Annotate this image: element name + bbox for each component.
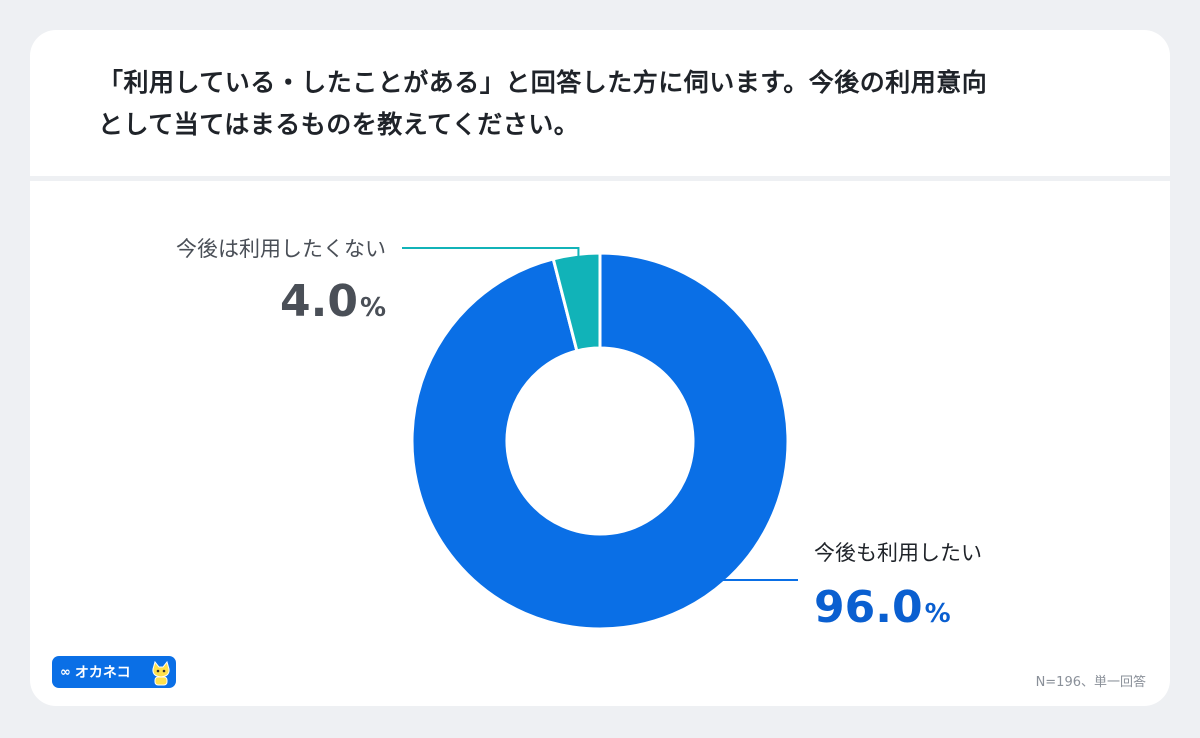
question-line-1: 「利用している・したことがある」と回答した方に伺います。今後の利用意向	[98, 68, 988, 97]
sample-size-note: N=196、単一回答	[1035, 675, 1146, 690]
infinity-icon: ∞	[60, 664, 71, 680]
donut-slice-discontinue	[551, 251, 602, 353]
question-title: 「利用している・したことがある」と回答した方に伺います。今後の利用意向 として当…	[98, 62, 1118, 146]
leader-line-discontinue	[402, 247, 580, 259]
label-name-continue: 今後も利用したい	[814, 541, 982, 565]
donut-slice-continue	[410, 251, 790, 631]
label-name-discontinue: 今後は利用したくない	[176, 237, 386, 261]
okaneko-logo: ∞ オカネコ	[52, 656, 176, 688]
label-value-discontinue: 4.0%	[280, 276, 386, 327]
question-line-2: として当てはまるものを教えてください。	[98, 110, 580, 139]
donut-chart: 今後は利用したくない 4.0% 今後も利用したい 96.0%	[176, 237, 982, 633]
cat-mascot-icon	[152, 660, 170, 686]
question-header: 「利用している・したことがある」と回答した方に伺います。今後の利用意向 として当…	[30, 30, 1170, 181]
label-value-continue: 96.0%	[814, 582, 951, 633]
survey-card: 「利用している・したことがある」と回答した方に伺います。今後の利用意向 として当…	[30, 30, 1170, 706]
logo-text: オカネコ	[74, 665, 131, 681]
